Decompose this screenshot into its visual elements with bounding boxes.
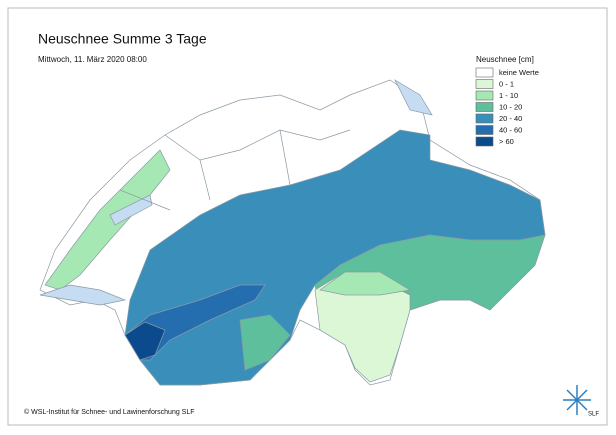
legend-swatch xyxy=(475,136,494,147)
region-10-20-west xyxy=(239,314,291,371)
map xyxy=(39,79,546,386)
legend-swatch xyxy=(475,67,494,78)
legend-swatch xyxy=(475,90,494,101)
lake xyxy=(39,284,127,306)
legend-label: 10 - 20 xyxy=(499,102,522,111)
lake xyxy=(394,79,433,116)
legend-label: > 60 xyxy=(499,137,514,146)
border-lines xyxy=(119,129,351,211)
legend-swatch xyxy=(475,125,494,135)
legend-label: 1 - 10 xyxy=(499,91,518,100)
logo xyxy=(563,385,591,415)
copyright: © WSL-Institut für Schnee- und Lawinenfo… xyxy=(24,408,195,416)
region-1-10 xyxy=(319,271,411,296)
legend-label: keine Werte xyxy=(499,68,539,77)
region-1-10-jura xyxy=(44,149,171,291)
legend: keine Werte 0 - 1 1 - 10 10 - 20 20 - 40 40 -… xyxy=(475,67,539,147)
title: Neuschnee Summe 3 Tage xyxy=(38,31,207,47)
legend-swatch xyxy=(475,79,494,89)
region-gt-60 xyxy=(124,321,166,361)
legend-label: 0 - 1 xyxy=(499,79,514,88)
legend-label: 40 - 60 xyxy=(499,125,522,134)
logo-text: SLF xyxy=(588,412,599,418)
legend-swatch xyxy=(475,113,494,124)
legend-swatch xyxy=(475,102,494,112)
legend-label: 20 - 40 xyxy=(499,114,522,123)
legend-title: Neuschnee [cm] xyxy=(476,55,534,64)
subtitle: Mittwoch, 11. März 2020 08:00 xyxy=(38,55,147,64)
lake xyxy=(109,194,153,226)
